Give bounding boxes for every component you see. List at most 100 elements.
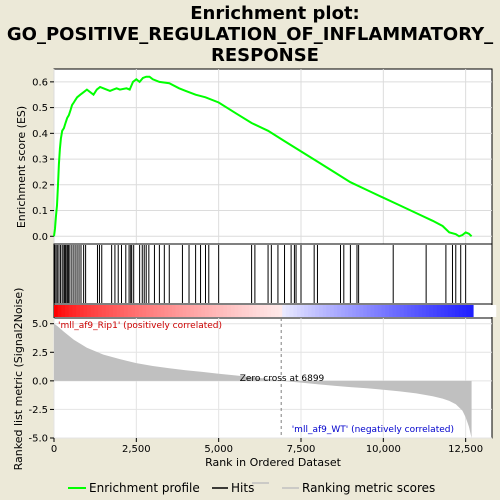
rank-color-segment xyxy=(146,305,151,317)
rank-color-segment xyxy=(422,305,427,317)
rank-color-segment xyxy=(94,305,99,317)
rank-color-segment xyxy=(377,305,383,317)
rank-color-segment xyxy=(392,305,397,317)
rank-color-segment xyxy=(54,305,59,317)
rank-color-segment xyxy=(304,305,309,317)
zero-cross-label: Zero cross at 6899 xyxy=(240,374,325,384)
rank-color-segment xyxy=(436,305,442,317)
rank-color-segment xyxy=(72,305,77,317)
legend-enrichment-label: Enrichment profile xyxy=(89,481,200,495)
rank-color-segment xyxy=(458,305,464,317)
rank-color-segment xyxy=(79,305,85,317)
rank-color-segment xyxy=(466,305,471,317)
rank-color-segment xyxy=(57,305,62,317)
negative-correlation-label: 'mll_af9_WT' (negatively correlated) xyxy=(292,425,454,435)
rank-color-segment xyxy=(271,305,276,317)
rank-color-segment xyxy=(215,305,221,317)
rank-color-segment xyxy=(241,305,246,317)
rank-color-segment xyxy=(418,305,423,317)
legend: Enrichment profile Hits Ranking metric s… xyxy=(68,481,435,495)
rank-color-segment xyxy=(175,305,180,317)
es-y-tick-label: 0.3 xyxy=(32,155,48,166)
positive-correlation-label: 'mll_af9_Rip1' (positively correlated) xyxy=(58,321,222,331)
rank-color-segment xyxy=(429,305,434,317)
rank-color-segment xyxy=(374,305,379,317)
rank-color-segment xyxy=(396,305,401,317)
rank-color-bar xyxy=(54,305,497,317)
rank-color-segment xyxy=(182,305,188,317)
ranked-metric-y-axis-label: Ranked list metric (Signal2Noise) xyxy=(12,288,25,471)
rm-y-tick-label: -5.0 xyxy=(28,434,48,445)
rank-color-segment xyxy=(425,305,430,317)
x-tick-label: 10,000 xyxy=(366,444,401,455)
rank-color-segment xyxy=(403,305,408,317)
chart-title-line-2: GO_POSITIVE_REGULATION_OF_INFLAMMATORY_ xyxy=(7,24,493,45)
rank-color-segment xyxy=(201,305,206,317)
legend-metric-label: Ranking metric scores xyxy=(302,481,435,495)
rank-color-segment xyxy=(352,305,357,317)
rank-color-segment xyxy=(61,305,66,317)
rank-color-segment xyxy=(90,305,96,317)
es-y-tick-label: 0.5 xyxy=(32,103,48,114)
rank-color-segment xyxy=(153,305,158,317)
x-tick-label: 2,500 xyxy=(122,444,151,455)
x-tick-label: 5,000 xyxy=(204,444,233,455)
rank-color-segment xyxy=(87,305,92,317)
rank-color-segment xyxy=(473,305,478,317)
rank-color-segment xyxy=(252,305,258,317)
rank-color-segment xyxy=(112,305,118,317)
rank-color-segment xyxy=(263,305,269,317)
rank-color-segment xyxy=(433,305,438,317)
rank-color-segment xyxy=(212,305,217,317)
rank-color-segment xyxy=(462,305,467,317)
rank-color-segment xyxy=(249,305,254,317)
rank-color-segment xyxy=(488,305,493,317)
rank-color-segment xyxy=(484,305,489,317)
legend-hits-label: Hits xyxy=(231,481,254,495)
rank-color-segment xyxy=(193,305,199,317)
rank-color-segment xyxy=(245,305,250,317)
rank-color-segment xyxy=(451,305,456,317)
enrichment-y-axis-label: Enrichment score (ES) xyxy=(15,106,28,228)
rank-color-segment xyxy=(204,305,210,317)
rank-color-segment xyxy=(319,305,324,317)
rank-color-segment xyxy=(101,305,107,317)
rank-color-segment xyxy=(190,305,195,317)
rank-color-segment xyxy=(238,305,243,317)
rank-color-segment xyxy=(98,305,103,317)
rank-color-segment xyxy=(333,305,338,317)
rank-color-segment xyxy=(68,305,73,317)
rm-y-tick-label: 5.0 xyxy=(32,319,48,330)
x-tick-label: 0 xyxy=(51,444,57,455)
rank-color-segment xyxy=(171,305,177,317)
rank-color-segment xyxy=(105,305,110,317)
rank-color-segment xyxy=(359,305,364,317)
rank-color-segment xyxy=(337,305,342,317)
rank-color-segment xyxy=(197,305,202,317)
rank-color-segment xyxy=(168,305,173,317)
enrichment-grid xyxy=(53,69,492,244)
rank-color-segment xyxy=(278,305,283,317)
rank-color-segment xyxy=(293,305,298,317)
rank-color-segment xyxy=(444,305,449,317)
es-y-tick-label: 0.6 xyxy=(32,77,48,88)
rank-color-segment xyxy=(447,305,453,317)
x-tick-label: 7,500 xyxy=(287,444,316,455)
rank-color-segment xyxy=(311,305,316,317)
rank-color-segment xyxy=(411,305,416,317)
rank-color-segment xyxy=(186,305,191,317)
rank-color-segment xyxy=(226,305,232,317)
rank-color-segment xyxy=(315,305,320,317)
rank-color-segment xyxy=(65,305,70,317)
rank-color-segment xyxy=(230,305,235,317)
rank-color-segment xyxy=(274,305,280,317)
rank-color-segment xyxy=(282,305,287,317)
es-y-tick-label: 0.2 xyxy=(32,180,48,191)
rank-color-segment xyxy=(455,305,460,317)
rank-color-segment xyxy=(127,305,132,317)
rank-color-segment xyxy=(256,305,261,317)
rank-color-segment xyxy=(366,305,372,317)
enrichment-profile-line xyxy=(53,75,473,238)
rank-color-segment xyxy=(348,305,353,317)
rank-color-segment xyxy=(289,305,294,317)
